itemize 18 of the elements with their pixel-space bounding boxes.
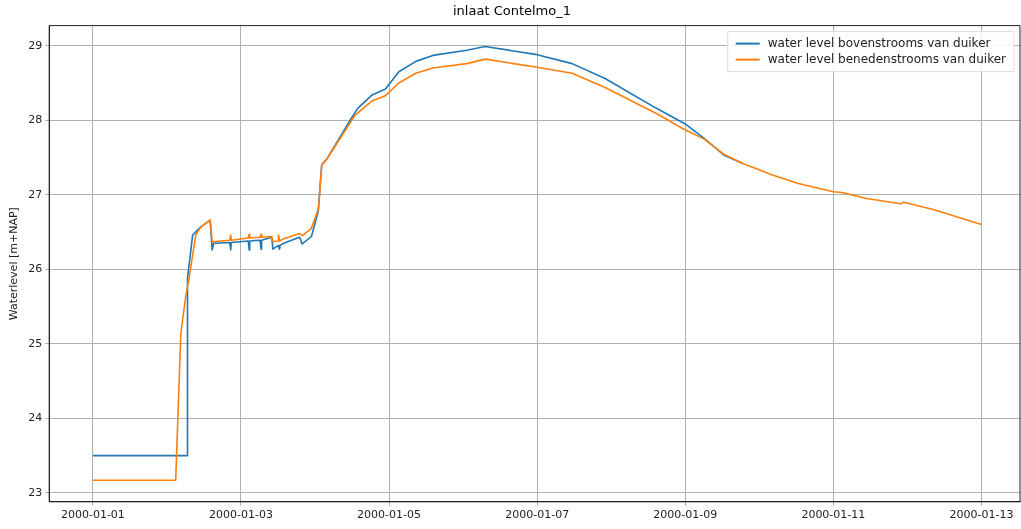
x-tick-label: 2000-01-01	[60, 508, 125, 522]
x-tick-label: 2000-01-05	[357, 508, 422, 522]
legend-label: water level benedenstrooms van duiker	[767, 51, 1007, 66]
chart-title: inlaat Contelmo_1	[453, 3, 571, 19]
x-tick-label: 2000-01-09	[653, 508, 718, 522]
x-tick-label: 2000-01-03	[209, 508, 273, 522]
y-tick-label: 29	[28, 38, 43, 52]
legend-label: water level bovenstrooms van duiker	[767, 35, 991, 50]
y-tick-label: 27	[28, 187, 43, 201]
x-tick-label: 2000-01-13	[949, 508, 1014, 522]
y-tick-label: 25	[28, 336, 43, 350]
y-axis-title: Waterlevel [m+NAP]	[7, 207, 21, 321]
y-tick-label: 24	[28, 411, 43, 425]
y-tick-label: 26	[28, 262, 43, 276]
y-tick-label: 23	[28, 485, 43, 499]
y-tick-label: 28	[28, 113, 43, 127]
x-tick-label: 2000-01-11	[801, 508, 866, 522]
x-tick-label: 2000-01-07	[505, 508, 570, 522]
